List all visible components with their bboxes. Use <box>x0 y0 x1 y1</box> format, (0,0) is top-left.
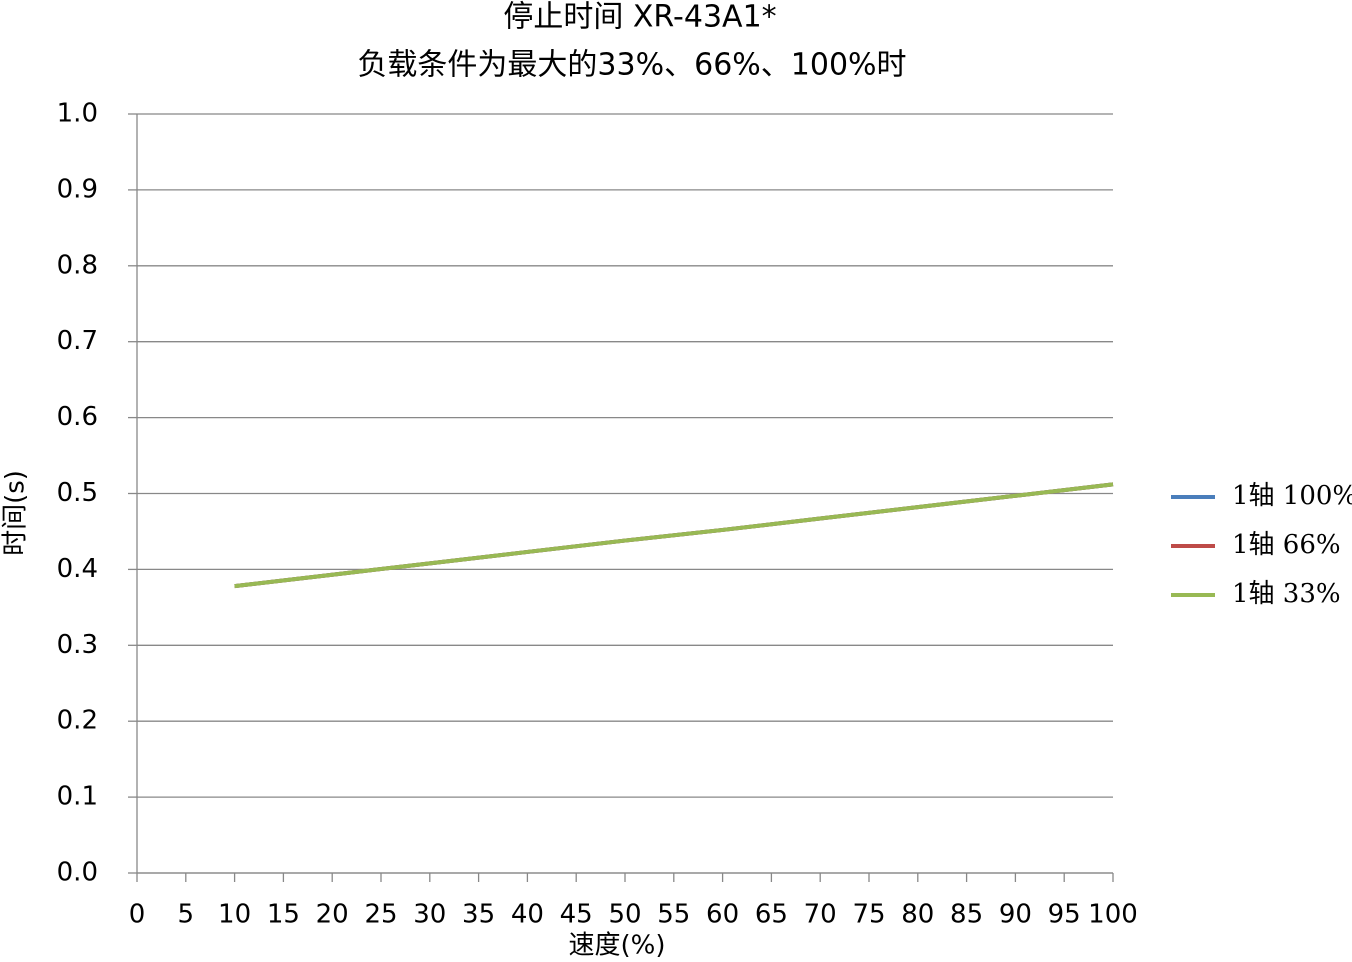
x-tick-label: 10 <box>218 900 251 930</box>
x-tick-label: 20 <box>316 900 349 930</box>
y-tick-label: 0.9 <box>57 174 98 204</box>
series-line <box>234 482 1114 589</box>
x-tick-label: 75 <box>852 900 885 930</box>
x-axis-label: 速度(%) <box>569 931 666 961</box>
y-tick-label: 1.0 <box>57 99 98 129</box>
x-tick-label: 65 <box>755 900 788 930</box>
chart-title: 停止时间 XR-43A1* <box>503 0 776 35</box>
x-tick-label: 90 <box>999 900 1032 930</box>
x-tick-label: 100 <box>1088 900 1138 930</box>
x-tick-label: 85 <box>950 900 983 930</box>
chart-subtitle: 负载条件为最大的33%、66%、100%时 <box>357 48 906 83</box>
legend-label: 1轴 66% <box>1232 530 1341 560</box>
x-tick-label: 60 <box>706 900 739 930</box>
x-tick-label: 25 <box>364 900 397 930</box>
x-tick-label: 50 <box>608 900 641 930</box>
x-tick-label: 5 <box>178 900 195 930</box>
x-tick-label: 15 <box>267 900 300 930</box>
y-axis-label: 时间(s) <box>1 470 31 556</box>
y-tick-label: 0.5 <box>57 478 98 508</box>
x-tick-label: 55 <box>657 900 690 930</box>
y-tick-label: 0.6 <box>57 402 98 432</box>
y-tick-label: 0.1 <box>57 782 98 812</box>
legend-label: 1轴 100% <box>1232 481 1352 511</box>
x-tick-label: 45 <box>560 900 593 930</box>
x-tick-label: 40 <box>511 900 544 930</box>
x-tick-label: 70 <box>804 900 837 930</box>
y-tick-label: 0.3 <box>57 630 98 660</box>
legend-label: 1轴 33% <box>1232 579 1341 609</box>
x-tick-label: 0 <box>129 900 146 930</box>
x-tick-label: 80 <box>901 900 934 930</box>
y-tick-label: 0.4 <box>57 554 98 584</box>
y-tick-label: 0.0 <box>57 858 98 888</box>
y-tick-label: 0.7 <box>57 326 98 356</box>
y-tick-label: 0.8 <box>57 250 98 280</box>
x-tick-label: 95 <box>1048 900 1081 930</box>
y-tick-label: 0.2 <box>57 706 98 736</box>
x-tick-label: 30 <box>413 900 446 930</box>
x-tick-label: 35 <box>462 900 495 930</box>
